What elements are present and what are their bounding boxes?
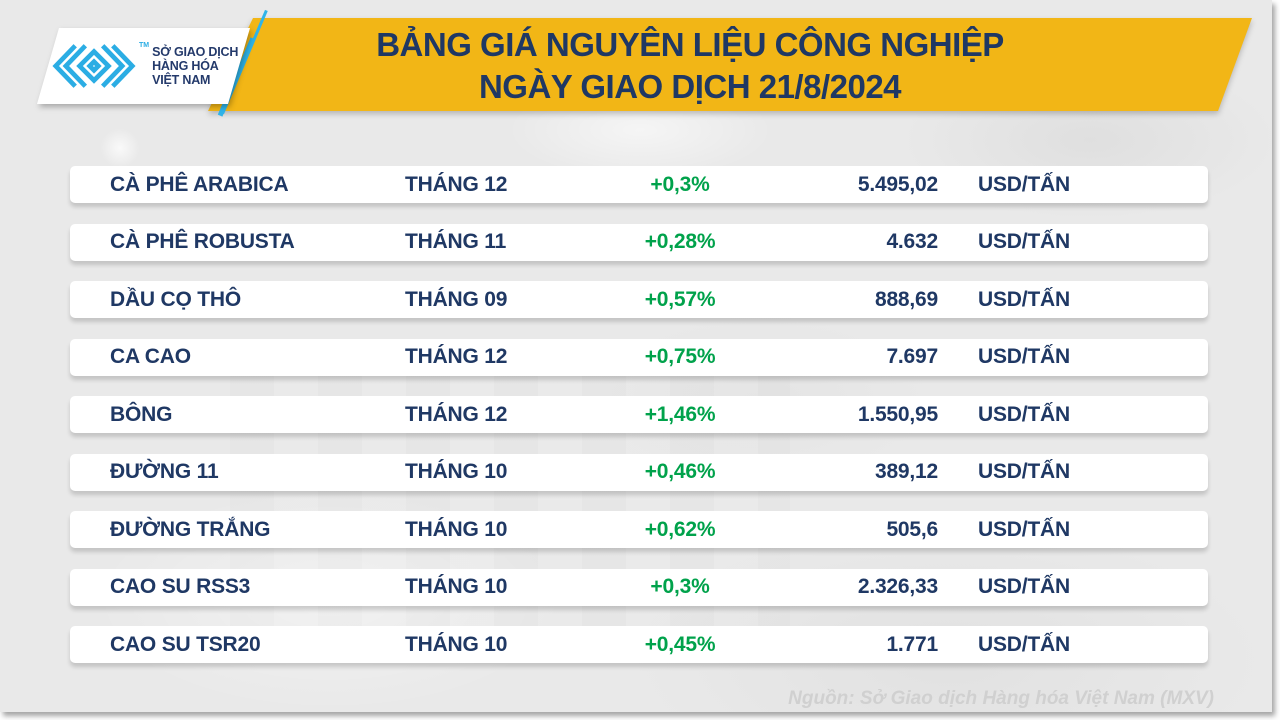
logo-org-line-1: SỞ GIAO DỊCH (152, 45, 239, 59)
logo-org-name: SỞ GIAO DỊCH HÀNG HÓA VIỆT NAM (152, 45, 238, 87)
logo-org-line-3: VIỆT NAM (152, 73, 211, 87)
logo-org-line-2: HÀNG HÓA (152, 59, 219, 73)
trademark-mark: TM (139, 42, 150, 49)
mxv-chevrons-icon (52, 44, 136, 88)
mxv-logo: TM SỞ GIAO DỊCH HÀNG HÓA VIỆT NAM (50, 40, 238, 92)
